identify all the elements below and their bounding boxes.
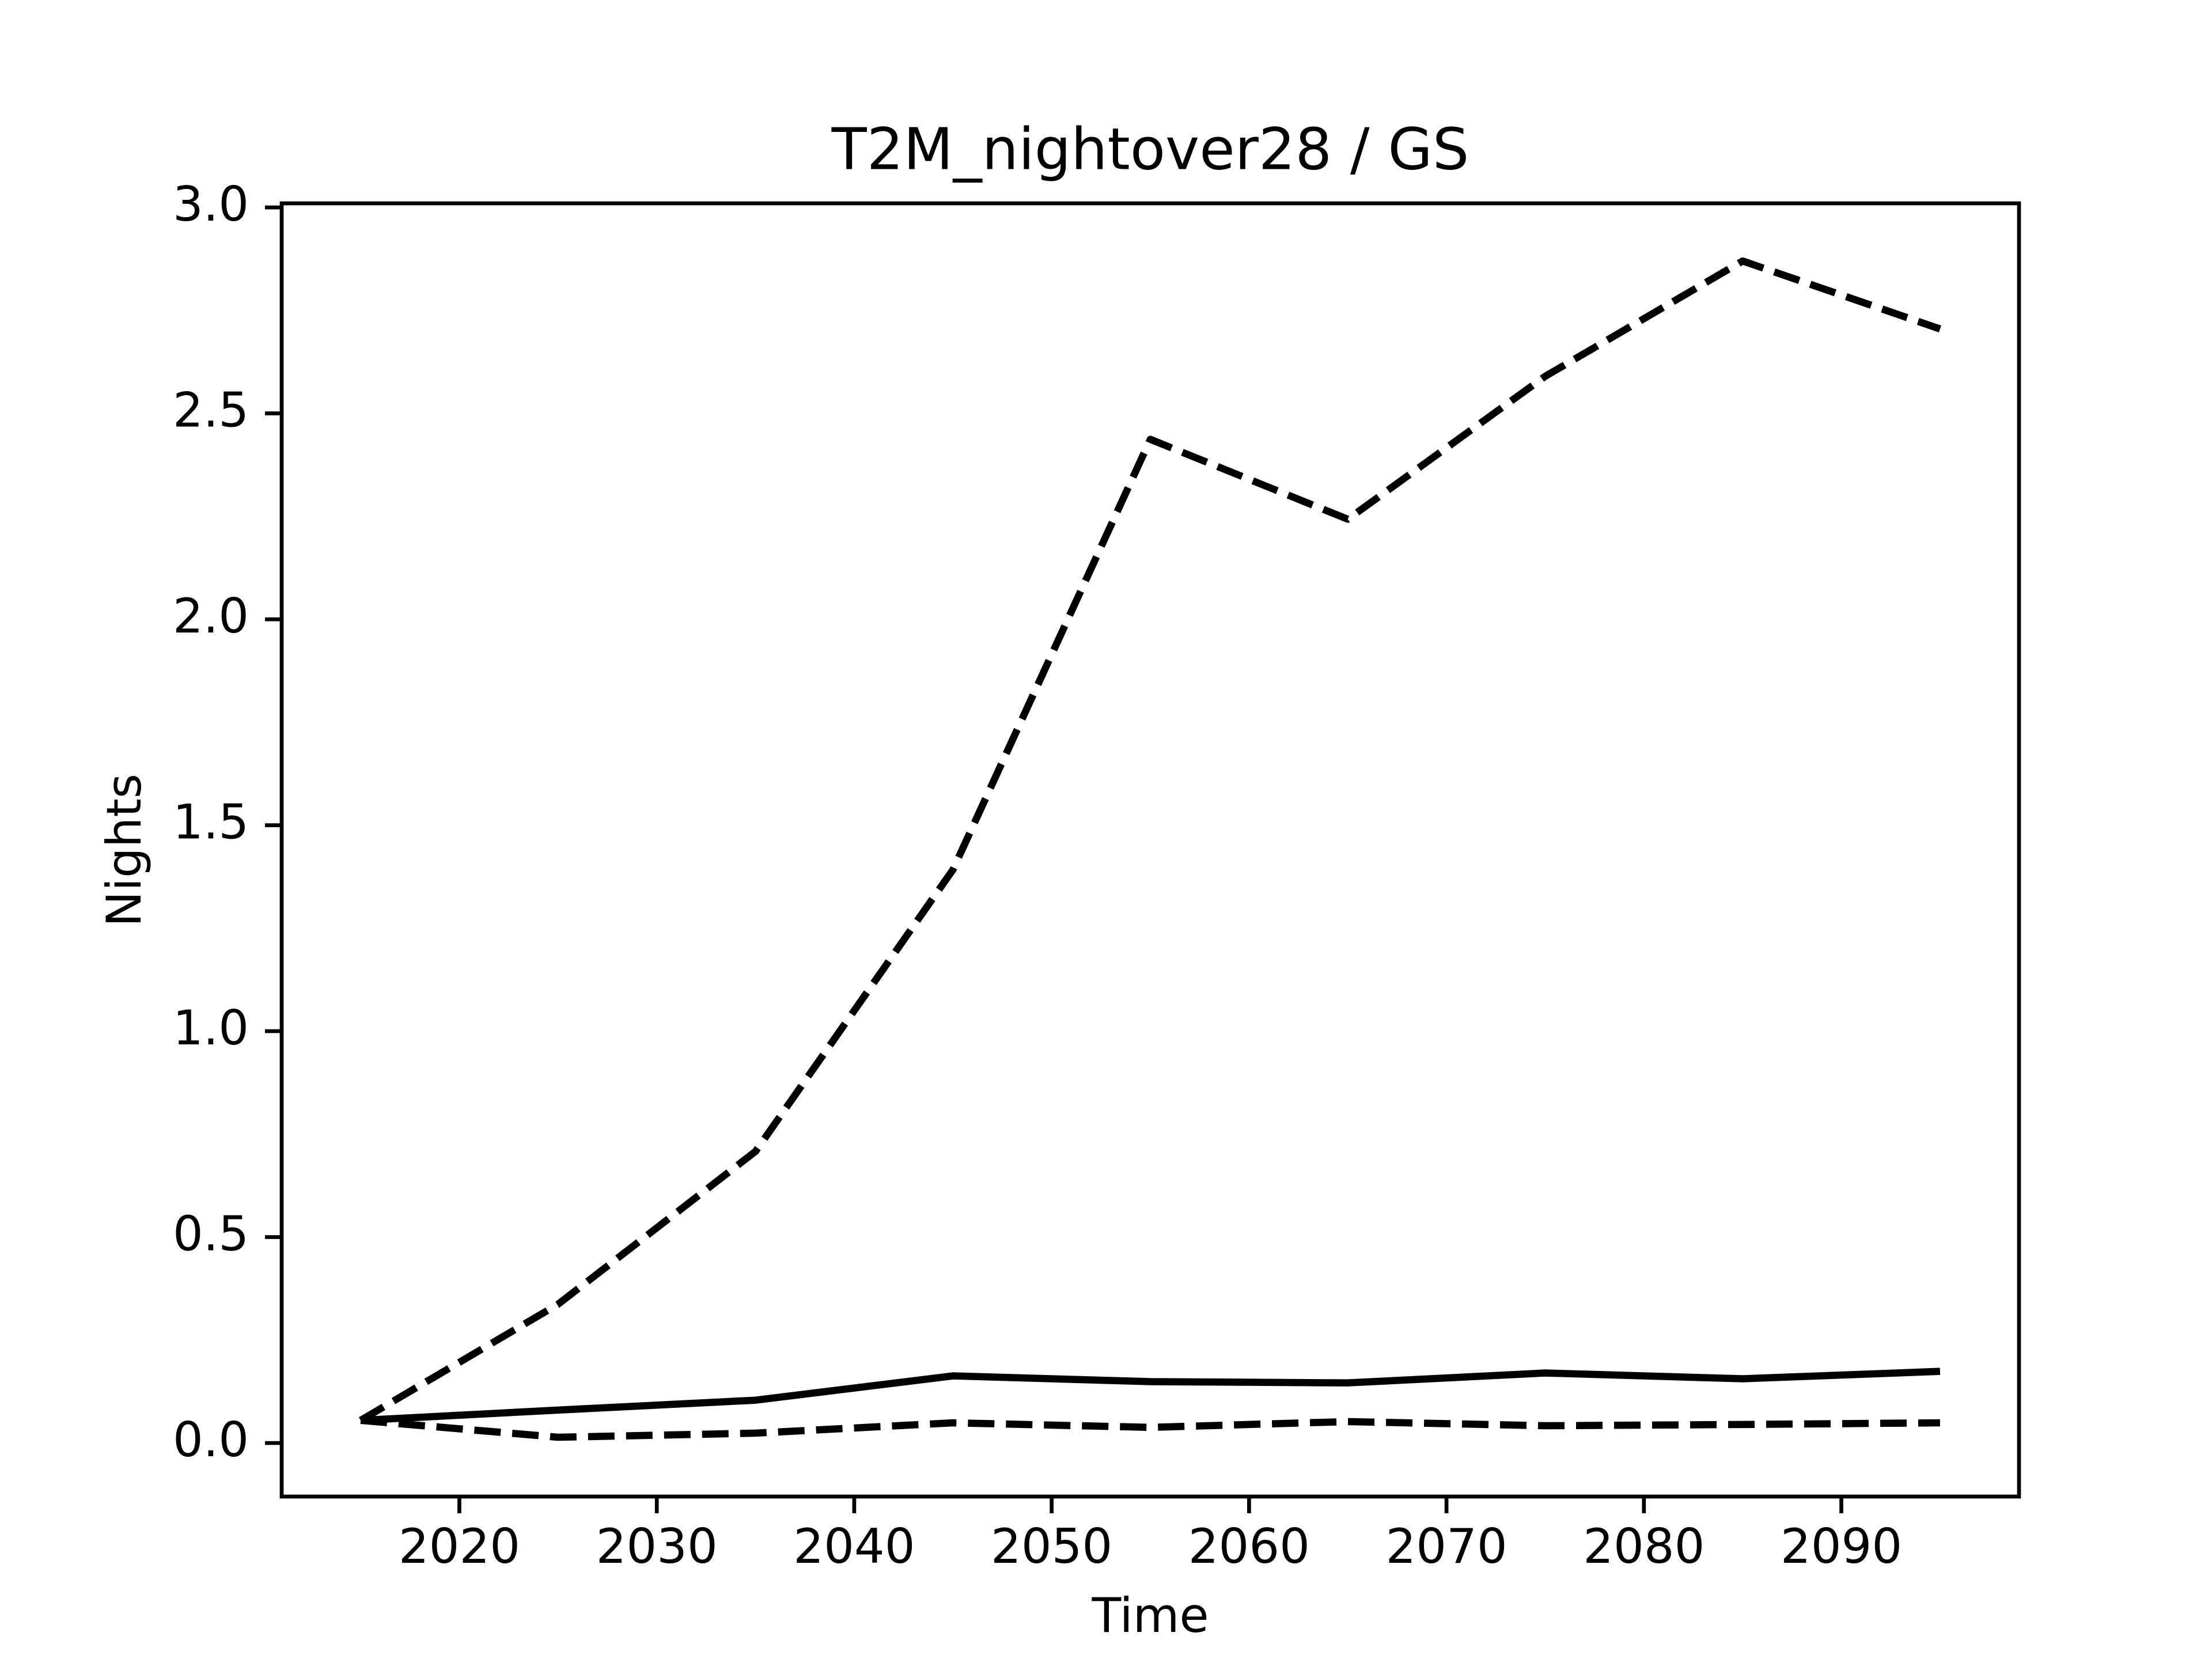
line-series (360, 1416, 1940, 1441)
x-tick-label: 2060 (1188, 1518, 1310, 1574)
plot-frame (279, 201, 2021, 1499)
x-axis-label: Time (1091, 1588, 1209, 1643)
x-tick-label: 2050 (991, 1518, 1112, 1574)
y-tick-label: 0.0 (173, 1412, 249, 1468)
line-series (358, 257, 1941, 1424)
x-tick-label: 2020 (399, 1518, 520, 1574)
y-axis-label: Nights (96, 774, 152, 927)
y-tick-label: 2.5 (173, 382, 249, 438)
line-series (360, 1368, 1941, 1424)
y-tick-label: 0.5 (173, 1206, 249, 1262)
x-tick-label: 2040 (793, 1518, 915, 1574)
x-tick-label: 2070 (1385, 1518, 1507, 1574)
y-tick-label: 1.5 (173, 794, 249, 850)
y-tick-label: 1.0 (173, 1000, 249, 1056)
x-tick-label: 2090 (1781, 1518, 1902, 1574)
x-tick-label: 2030 (596, 1518, 718, 1574)
chart-title: T2M_nightover28 / GS (831, 115, 1469, 183)
x-tick-label: 2080 (1583, 1518, 1705, 1574)
y-tick-label: 3.0 (173, 176, 249, 232)
y-tick-label: 2.0 (173, 588, 249, 644)
